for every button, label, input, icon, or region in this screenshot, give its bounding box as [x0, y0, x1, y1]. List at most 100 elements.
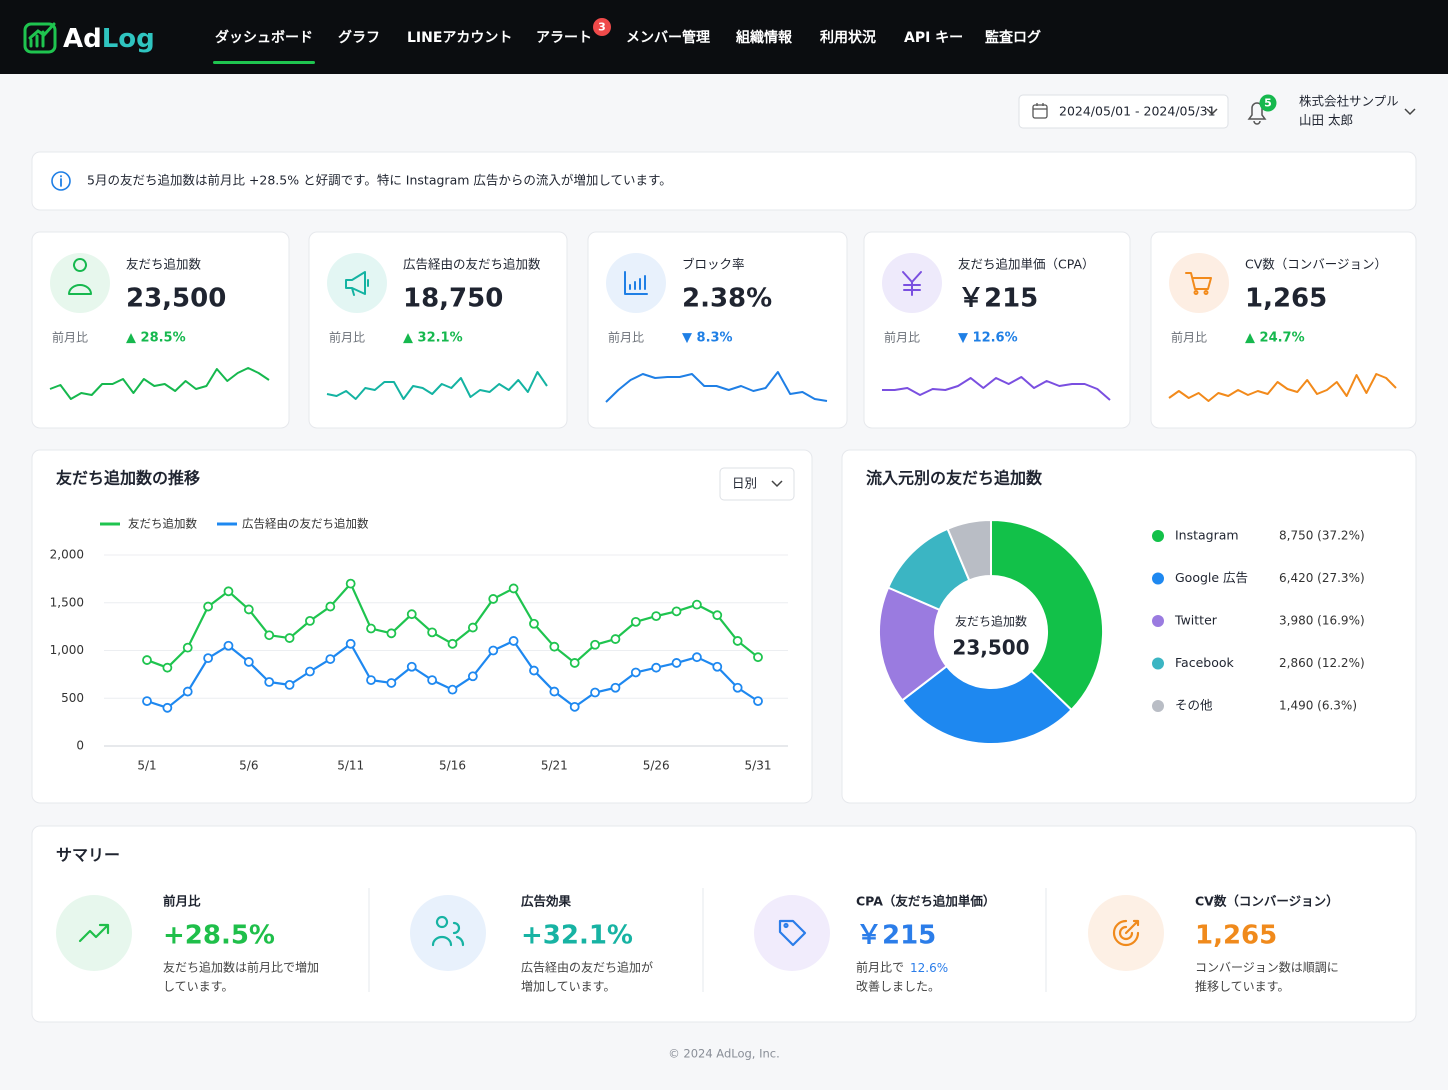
- legend-dot: [1152, 530, 1164, 542]
- data-point: [264, 630, 275, 641]
- alert-count: 3: [598, 21, 606, 34]
- notification-badge: [1259, 94, 1277, 112]
- sparkline: [49, 367, 270, 400]
- nav-item[interactable]: メンバー管理: [626, 29, 710, 46]
- notifications[interactable]: 5: [1247, 94, 1277, 125]
- kpi-change: ▲ 28.5%: [126, 331, 186, 346]
- data-point: [325, 654, 336, 664]
- summary-value: +28.5%: [163, 921, 275, 951]
- summary-label: CPA（友だち追加単価）: [856, 894, 995, 909]
- data-point: [345, 578, 356, 589]
- legend-label: 広告経由の友だち追加数: [242, 517, 369, 531]
- data-point: [732, 682, 743, 693]
- kpi-compare: 前月比: [329, 330, 365, 345]
- nav-item[interactable]: LINEアカウント: [407, 30, 512, 46]
- legend-label: Google 広告: [1175, 570, 1248, 585]
- nav-item[interactable]: 利用状況: [820, 29, 876, 46]
- footer: © 2024 AdLog, Inc.: [668, 1047, 780, 1061]
- kpi-compare: 前月比: [884, 330, 920, 345]
- summary-value: 1,265: [1195, 921, 1277, 951]
- summary-desc: 推移しています。: [1195, 979, 1289, 994]
- alert-badge: [593, 18, 611, 36]
- data-point: [406, 661, 417, 672]
- kpi-label: ブロック率: [682, 257, 745, 272]
- chevron: [1206, 108, 1218, 116]
- y-tick-label: 500: [61, 691, 84, 705]
- kpi-value: ￥215: [958, 284, 1038, 314]
- x-tick-label: 5/21: [541, 759, 568, 773]
- summary-title: サマリー: [56, 846, 120, 865]
- chevron: [1404, 108, 1416, 116]
- nav-item[interactable]: 監査ログ: [985, 29, 1041, 46]
- info-icon: [51, 171, 71, 191]
- legend-dot: [1152, 700, 1164, 712]
- data-point: [427, 627, 438, 638]
- data-point: [630, 667, 641, 678]
- x-tick-label: 5/6: [239, 759, 258, 773]
- data-point: [692, 652, 702, 663]
- legend-dot: [1152, 657, 1164, 670]
- data-point: [305, 666, 315, 677]
- data-point: [569, 701, 580, 712]
- kpi-icon: [624, 271, 648, 295]
- nav-active-underline: [213, 61, 315, 64]
- legend-value: 2,860 (12.2%): [1279, 656, 1365, 670]
- kpi-icon-bg: [327, 253, 387, 313]
- data-point: [325, 601, 336, 612]
- x-tick-label: 5/31: [745, 759, 772, 773]
- sparkline: [882, 376, 1111, 401]
- data-point: [345, 638, 356, 649]
- summary-desc: 友だち追加数は前月比で増加: [163, 960, 319, 975]
- data-point: [712, 610, 723, 621]
- kpi-change: ▲ 24.7%: [1245, 331, 1305, 346]
- data-point: [203, 601, 214, 612]
- data-point: [467, 671, 478, 682]
- legend-value: 6,420 (27.3%): [1279, 571, 1365, 585]
- data-point: [447, 638, 458, 649]
- data-point: [182, 642, 193, 653]
- kpi-icon: [68, 258, 92, 295]
- kpi-card: 広告経由の友だち追加数 18,750 前月比 ▲ 32.1%: [308, 231, 568, 429]
- data-point: [142, 696, 152, 707]
- summary-desc: しています。: [163, 980, 233, 994]
- donut-segment: [946, 518, 992, 582]
- kpi-value: 2.38%: [682, 284, 772, 314]
- period-select[interactable]: 日別: [719, 467, 795, 501]
- kpi-card: ブロック率 2.38% 前月比 ▼ 8.3%: [587, 231, 848, 429]
- kpi-value: 23,500: [126, 284, 226, 314]
- logo-icon: [23, 22, 57, 54]
- user-menu[interactable]: 株式会社サンプル 山田 太郎: [1299, 94, 1416, 128]
- legend-label: Twitter: [1174, 613, 1218, 628]
- data-point: [610, 634, 621, 644]
- legend-dot: [1152, 572, 1164, 585]
- donut-segment: [900, 664, 1073, 745]
- data-point: [569, 658, 580, 668]
- kpi-card: CV数（コンバージョン） 1,265 前月比 ▲ 24.7%: [1150, 231, 1417, 429]
- data-point: [549, 641, 560, 652]
- kpi-compare: 前月比: [1171, 330, 1207, 345]
- x-tick-label: 5/26: [643, 759, 670, 773]
- nav-item[interactable]: API キー: [904, 30, 963, 46]
- nav-item[interactable]: アラート: [536, 30, 592, 46]
- legend-value: 3,980 (16.9%): [1279, 614, 1365, 628]
- notification-count: 5: [1264, 97, 1272, 110]
- nav-item[interactable]: グラフ: [338, 29, 380, 46]
- summary-icon: [1112, 919, 1140, 947]
- data-point: [142, 655, 152, 665]
- logo[interactable]: AdLog: [23, 22, 155, 54]
- summary-label: CV数（コンバージョン）: [1195, 894, 1339, 909]
- y-tick-label: 2,000: [50, 548, 84, 562]
- data-point: [753, 652, 763, 663]
- summary-desc: 改善しました。: [856, 979, 940, 994]
- nav-item[interactable]: ダッシュボード: [215, 29, 313, 46]
- nav-item[interactable]: 組織情報: [735, 29, 793, 46]
- data-point: [692, 599, 702, 610]
- nav: ダッシュボード グラフ LINEアカウント アラート 3 メンバー管理 組織情報 利用状況 AP…: [213, 18, 1041, 64]
- logo-log: Log: [102, 24, 155, 54]
- date-picker[interactable]: 2024/05/01 - 2024/05/31: [1018, 94, 1229, 129]
- x-tick-label: 5/16: [439, 759, 466, 773]
- data-point: [386, 678, 397, 688]
- data-point: [203, 653, 214, 664]
- legend-value: 1,490 (6.3%): [1279, 699, 1357, 713]
- banner-text: 5月の友だち追加数は前月比 +28.5% と好調です。特に Instagram …: [87, 173, 672, 188]
